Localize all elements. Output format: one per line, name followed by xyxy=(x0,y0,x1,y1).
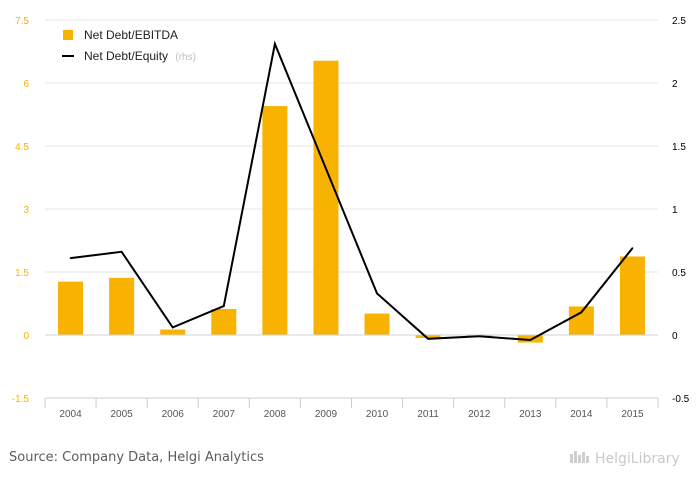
bar-2007 xyxy=(211,308,237,335)
x-tick-label: 2004 xyxy=(59,409,82,420)
legend-label-bar: Net Debt/EBITDA xyxy=(84,28,178,42)
left-tick-label: 1.5 xyxy=(15,268,29,279)
right-tick-label: 1.5 xyxy=(672,142,686,153)
left-axis-ticks: 7.5 6 4.5 3 1.5 0 -1.5 xyxy=(12,16,30,405)
left-tick-label: 6 xyxy=(23,79,29,90)
line-point-2007 xyxy=(222,305,225,307)
left-tick-label: -1.5 xyxy=(12,394,30,405)
left-tick-label: 0 xyxy=(23,331,29,342)
line-point-2012 xyxy=(478,335,481,338)
bar-2013 xyxy=(517,335,543,343)
right-tick-label: 0 xyxy=(672,331,678,342)
bar-2008 xyxy=(262,106,288,335)
bar-2005 xyxy=(109,277,135,335)
source-note: Source: Company Data, Helgi Analytics xyxy=(9,450,264,465)
line-point-2004 xyxy=(69,257,72,259)
x-tick-label: 2007 xyxy=(213,409,236,420)
x-tick-label: 2006 xyxy=(162,409,185,420)
x-tick-label: 2013 xyxy=(519,409,542,420)
city-skyline-icon xyxy=(569,449,591,467)
line-point-2014 xyxy=(580,311,583,314)
legend: Net Debt/EBITDA Net Debt/Equity (rhs) xyxy=(62,28,196,63)
gridlines xyxy=(45,19,658,399)
line-point-2011 xyxy=(427,337,429,340)
line-point-2010 xyxy=(376,292,378,295)
left-tick-label: 3 xyxy=(23,205,29,216)
line-series xyxy=(69,40,634,342)
line-point-2015 xyxy=(631,247,634,249)
right-tick-label: 0.5 xyxy=(672,268,686,279)
bar-2010 xyxy=(364,313,390,335)
line-point-2006 xyxy=(171,326,174,329)
right-tick-label: 1 xyxy=(672,205,678,216)
legend-swatch-bar xyxy=(63,30,73,40)
left-tick-label: 7.5 xyxy=(15,16,29,27)
legend-rhs-suffix: (rhs) xyxy=(175,52,196,63)
bar-series xyxy=(58,60,645,343)
bar-2009 xyxy=(313,60,339,336)
right-tick-label: 2 xyxy=(672,79,678,90)
right-tick-label: 2.5 xyxy=(672,16,686,27)
x-tick-label: 2005 xyxy=(111,409,134,420)
right-tick-label: -0.5 xyxy=(672,394,690,405)
x-tick-label: 2015 xyxy=(621,409,644,420)
line-point-2005 xyxy=(120,251,123,253)
x-tick-label: 2012 xyxy=(468,409,491,420)
line-path xyxy=(70,40,634,342)
x-tick-label: 2011 xyxy=(417,409,439,420)
line-point-2008 xyxy=(274,43,276,45)
legend-label-line: Net Debt/Equity (rhs) xyxy=(84,49,196,63)
bar-2011 xyxy=(415,335,441,338)
x-tick-label: 2010 xyxy=(366,409,389,420)
line-point-2013 xyxy=(529,339,532,341)
bar-2014 xyxy=(568,306,594,335)
left-tick-label: 4.5 xyxy=(15,142,29,153)
line-point-2009 xyxy=(325,167,327,170)
combo-chart: 7.564.531.50-1.5 2.521.510.50-0.5 2004 20… xyxy=(12,16,690,420)
x-axis: 2004 2005 2006 2007 2008 2009 2010 2011 2012 2013… xyxy=(44,397,659,420)
x-tick-label: 2014 xyxy=(570,409,593,420)
legend-label-line-text: Net Debt/Equity xyxy=(84,49,168,63)
x-tick-label: 2008 xyxy=(264,409,287,420)
bar-2004 xyxy=(58,281,84,335)
right-axis-ticks: 2.5 2 1.5 1 0.5 0 -0.5 xyxy=(672,16,690,405)
brand-logo: HelgiLibrary xyxy=(569,449,680,467)
brand-name: HelgiLibrary xyxy=(595,451,680,467)
bar-2015 xyxy=(619,256,645,335)
x-tick-label: 2009 xyxy=(315,409,338,420)
bar-2006 xyxy=(160,329,186,335)
